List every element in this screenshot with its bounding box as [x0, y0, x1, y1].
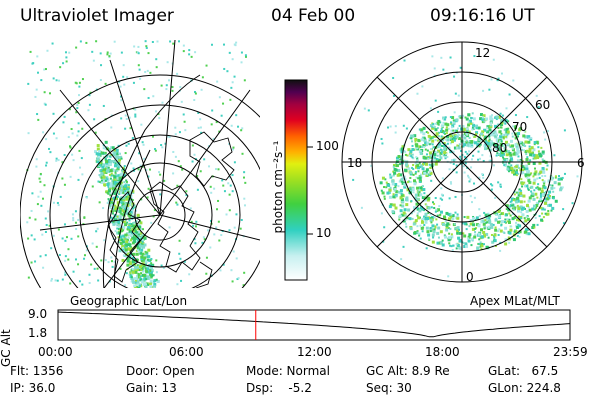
mlt-label-0: 0 — [466, 270, 474, 284]
colorbar — [284, 79, 313, 281]
colorbar-tick-10: 10 — [316, 226, 332, 240]
status-door: Door: Open — [126, 364, 195, 378]
time-tick-0: 00:00 — [38, 345, 73, 359]
status-gain: Gain: 13 — [126, 381, 177, 395]
gc-alt-axis-label: GC Alt — [0, 329, 13, 367]
status-flt: Flt: 1356 — [10, 364, 64, 378]
lat-label-70: 70 — [512, 120, 528, 134]
apex-grid — [341, 41, 583, 283]
status-seq: Seq: 30 — [366, 381, 412, 395]
lat-label-80: 80 — [492, 141, 508, 155]
status-glat: GLat: 67.5 — [488, 364, 559, 378]
time-tick-4: 23:59 — [553, 345, 588, 359]
geo-coastlines — [107, 131, 235, 288]
geo-grid — [20, 39, 260, 288]
status-glon: GLon: 224.8 — [488, 381, 561, 395]
mlt-label-6: 6 — [577, 156, 585, 170]
geo-aurora-emission — [26, 40, 247, 288]
instrument-title: Ultraviolet Imager — [20, 6, 174, 26]
apex-aurora-oval — [352, 55, 579, 278]
colorbar-tick-100: 100 — [316, 139, 339, 153]
time-tick-2: 12:00 — [297, 345, 332, 359]
mlt-label-12: 12 — [475, 46, 491, 60]
mlt-label-18: 18 — [347, 156, 363, 170]
alt-tick-high: 9.0 — [28, 307, 48, 321]
alt-tick-low: 1.8 — [28, 326, 48, 340]
geographic-map — [20, 39, 260, 288]
status-gcalt: GC Alt: 8.9 Re — [366, 364, 450, 378]
lat-label-60: 60 — [535, 98, 551, 112]
time-tick-1: 06:00 — [169, 345, 204, 359]
status-ip: IP: 36.0 — [10, 381, 56, 395]
geo-panel-label: Geographic Lat/Lon — [70, 294, 188, 308]
apex-polar-plot — [341, 41, 583, 283]
altitude-strip-plot — [57, 309, 571, 341]
date-label: 04 Feb 00 — [271, 6, 356, 26]
status-mode: Mode: Normal — [246, 364, 330, 378]
time-tick-3: 18:00 — [425, 345, 460, 359]
status-dsp: Dsp: -5.2 — [246, 381, 312, 395]
apex-panel-label: Apex MLat/MLT — [470, 294, 560, 308]
colorbar-unit-label: photon cm⁻²s⁻¹ — [271, 140, 285, 234]
time-label: 09:16:16 UT — [430, 6, 535, 26]
